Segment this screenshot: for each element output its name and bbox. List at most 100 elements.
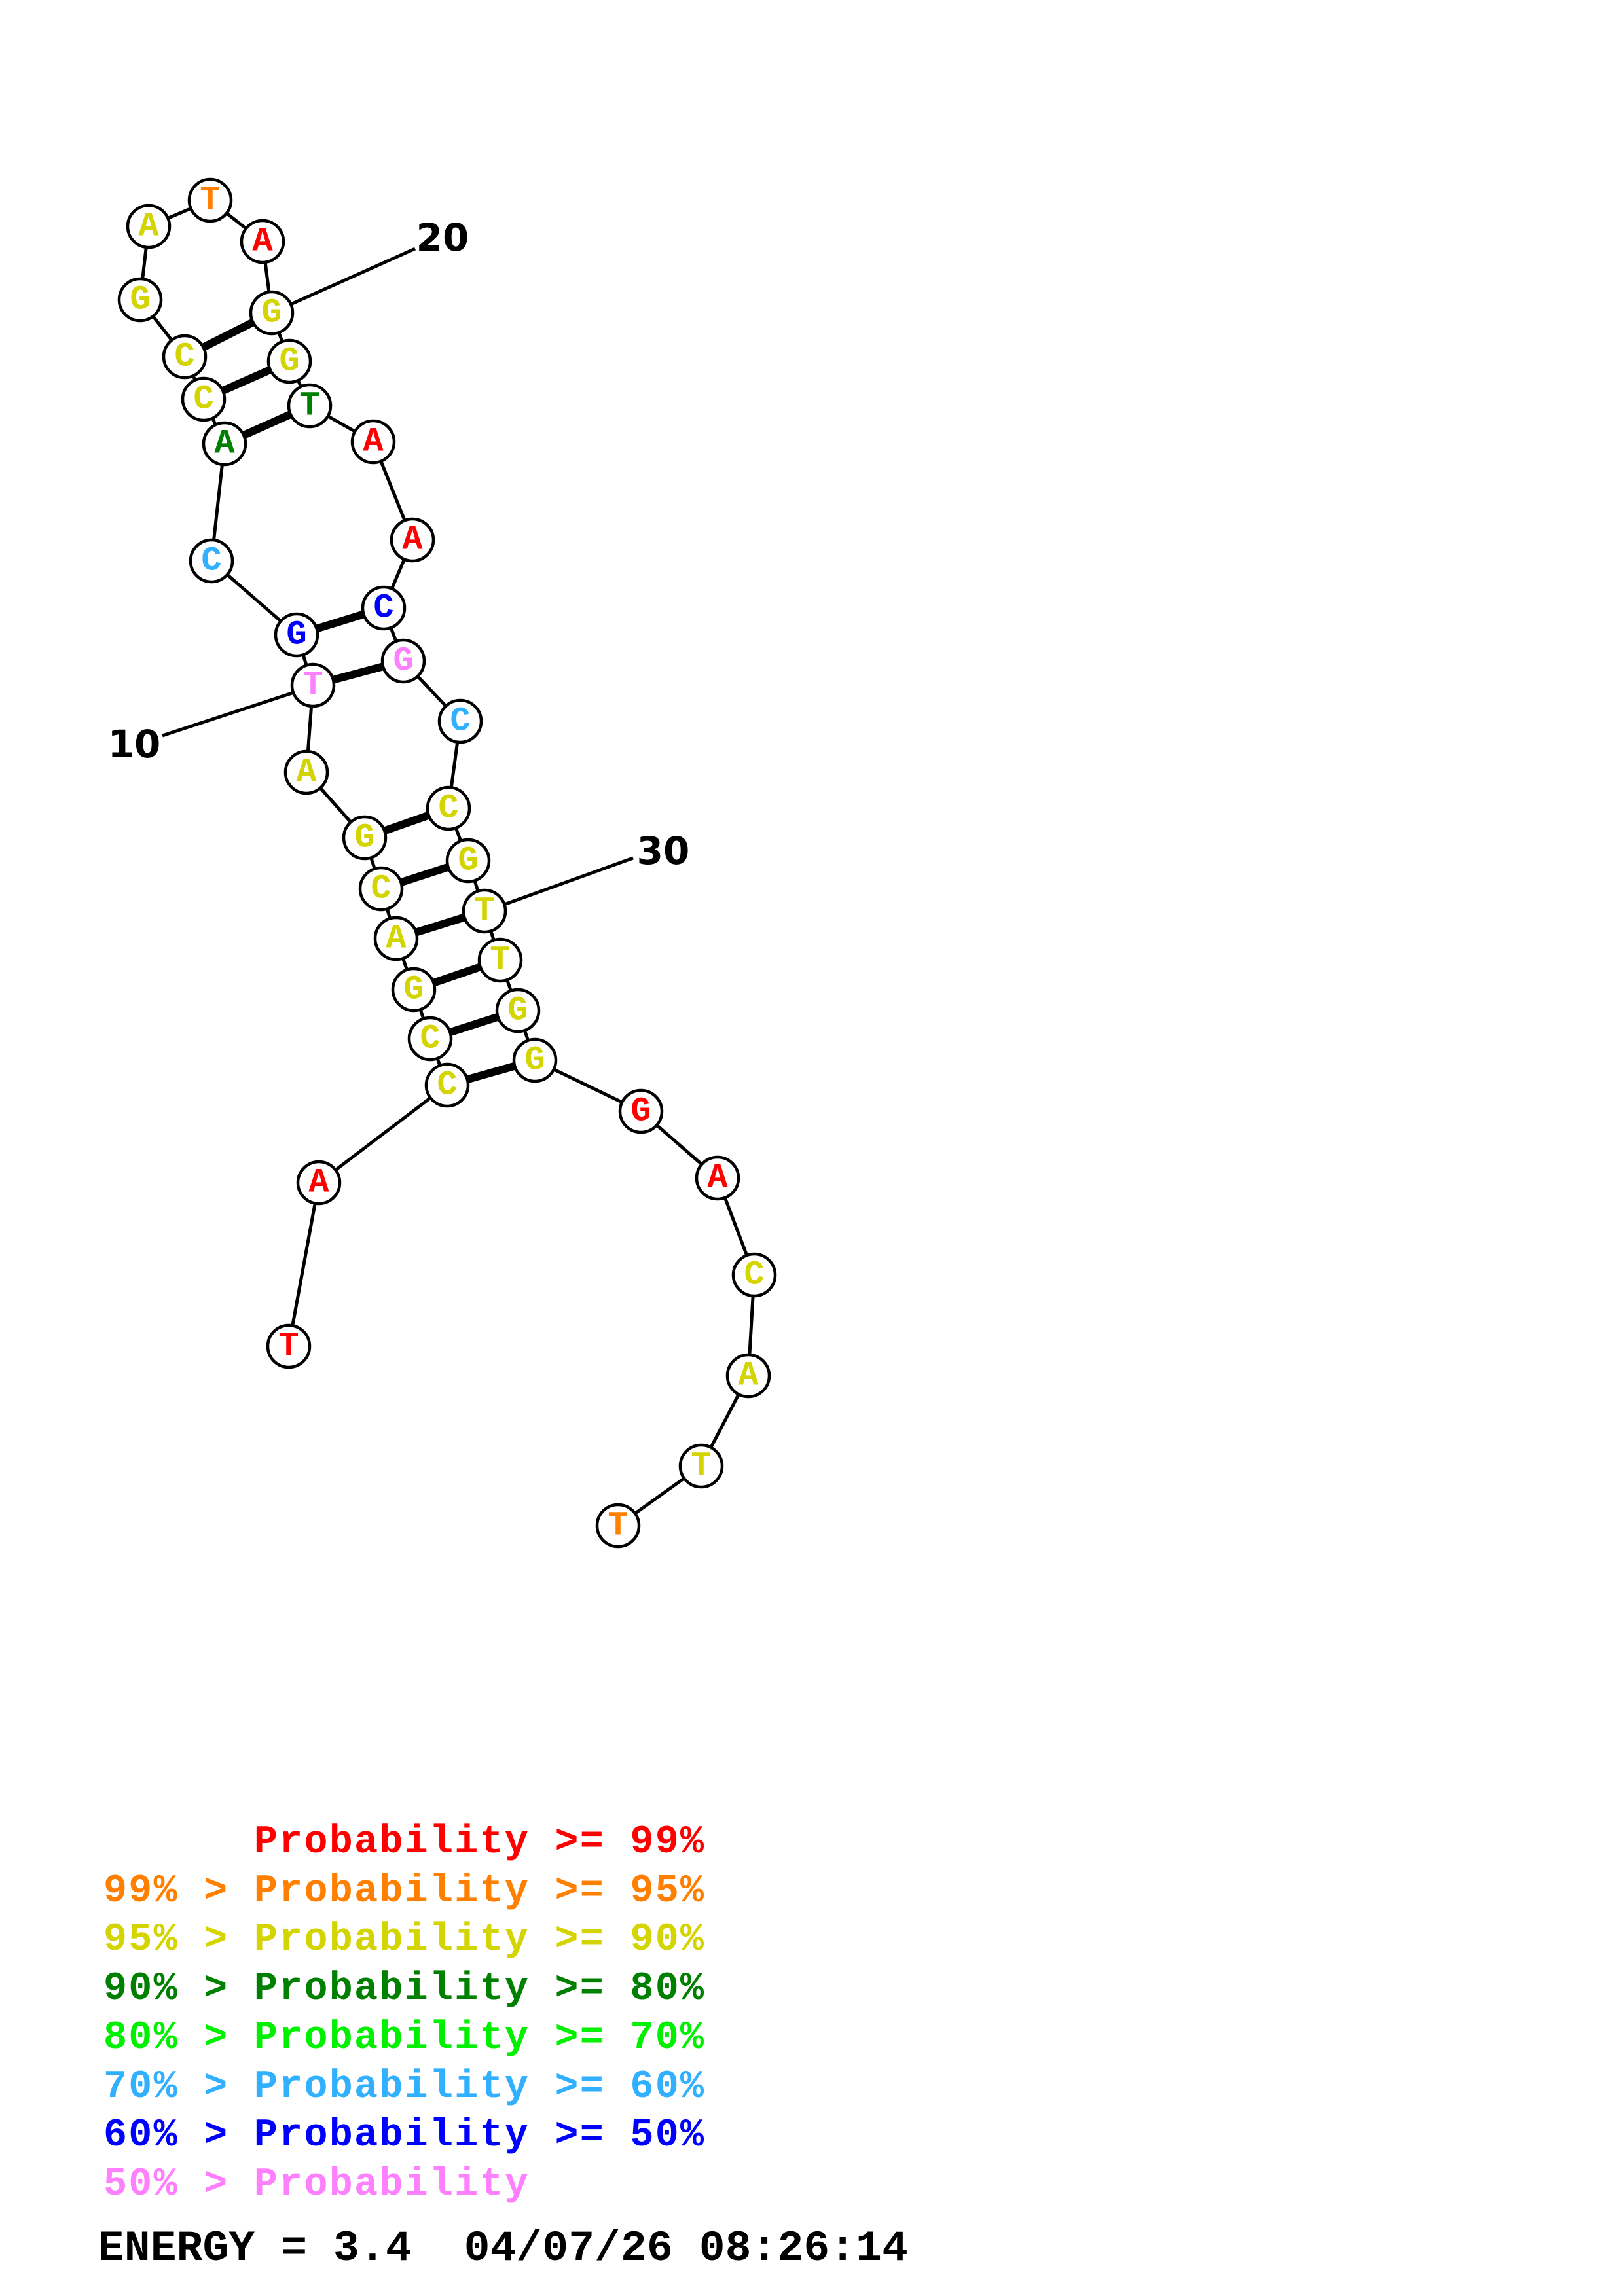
nucleotide-base-letter: C — [373, 589, 393, 628]
nucleotide-base-letter: G — [507, 992, 528, 1030]
nucleotide-circle — [495, 988, 541, 1033]
backbone-bond-1-2 — [287, 1182, 321, 1347]
legend-line-6: 70% > Probability >= 60% — [103, 2064, 706, 2109]
nucleotide-base-letter: C — [744, 1256, 764, 1295]
nucleotide-base-letter: T — [299, 387, 319, 425]
nucleotide-base-letter: G — [524, 1041, 545, 1080]
nucleotide-11-G: G — [274, 612, 319, 658]
nucleotide-circle — [380, 638, 426, 684]
position-label-10: 10 — [108, 722, 161, 766]
nucleotide-base-letter: A — [363, 423, 384, 461]
nucleotide-circle — [407, 1016, 453, 1062]
nucleotide-33-G: G — [512, 1037, 558, 1083]
nucleotide-base-letter: G — [403, 971, 424, 1009]
position-label-30: 30 — [637, 829, 690, 873]
legend-line-3: 95% > Probability >= 90% — [103, 1918, 706, 1963]
nucleotide-17-A: A — [126, 204, 172, 249]
nucleotide-circle — [595, 1503, 641, 1549]
nucleotide-circle — [695, 1155, 740, 1201]
nucleotide-base-letter: T — [691, 1447, 711, 1486]
legend-line-1: Probability >= 99% — [103, 1820, 706, 1865]
nucleotide-base-letter: A — [308, 1164, 329, 1202]
nucleotide-circle — [187, 177, 233, 223]
nucleotide-circle — [181, 376, 227, 422]
nucleotide-20-G: G — [249, 290, 295, 336]
nucleotide-circle — [249, 290, 295, 336]
nucleotide-circle — [731, 1252, 777, 1298]
energy-timestamp-text: ENERGY = 3.4 04/07/26 08:26:14 — [98, 2224, 909, 2273]
nucleotide-base-letter: G — [261, 294, 282, 332]
nucleotide-base-letter: G — [630, 1092, 651, 1131]
nucleotide-13-A: A — [202, 421, 247, 467]
nucleotide-circle — [361, 585, 407, 631]
nucleotide-base-letter: A — [402, 521, 423, 560]
nucleotide-base-letter: C — [438, 789, 458, 828]
nucleotide-base-letter: A — [707, 1159, 728, 1198]
nucleotide-25-C: C — [361, 585, 407, 631]
nucleotide-circle — [477, 937, 523, 983]
nucleotide-22-T: T — [287, 383, 333, 429]
probability-legend: Probability >= 99% 99% > Probability >= 9… — [103, 1818, 705, 2210]
nucleotide-circle — [390, 517, 435, 563]
nucleotide-19-A: A — [240, 219, 285, 264]
nucleotide-2-A: A — [296, 1160, 342, 1206]
nucleotide-23-A: A — [350, 419, 396, 465]
nucleotide-base-letter: G — [286, 616, 306, 655]
nucleotide-base-letter: G — [458, 842, 478, 880]
nucleotide-36-C: C — [731, 1252, 777, 1298]
nucleotide-12-C: C — [189, 538, 234, 584]
nucleotide-base-letter: T — [200, 181, 220, 220]
nucleotide-24-A: A — [390, 517, 435, 563]
nucleotide-circle — [462, 888, 507, 934]
nucleotide-base-letter: C — [371, 870, 391, 908]
nucleotide-18-T: T — [187, 177, 233, 223]
label-leader-line-20 — [289, 247, 416, 306]
nucleotide-31-T: T — [477, 937, 523, 983]
nucleotide-3-C: C — [424, 1062, 470, 1108]
legend-line-8: 50% > Probability — [103, 2162, 530, 2207]
nucleotide-base-letter: A — [296, 753, 317, 792]
nucleotide-39-T: T — [595, 1503, 641, 1549]
nucleotide-1-T: T — [266, 1323, 312, 1369]
nucleotide-32-G: G — [495, 988, 541, 1033]
nucleotide-base-letter: C — [193, 380, 213, 419]
nucleotide-base-letter: A — [738, 1357, 759, 1395]
nucleotide-base-letter: C — [201, 542, 221, 581]
nucleotide-5-G: G — [391, 967, 437, 1013]
nucleotide-10-T: T — [290, 662, 336, 708]
nucleotide-base-letter: T — [474, 892, 494, 931]
nucleotide-base-letter: A — [214, 425, 235, 463]
nucleotide-circle — [266, 338, 312, 384]
legend-line-5: 80% > Probability >= 70% — [103, 2015, 706, 2060]
nucleotide-38-T: T — [678, 1443, 724, 1489]
nucleotide-8-G: G — [342, 815, 388, 861]
nucleotide-15-C: C — [162, 334, 208, 380]
nucleotide-34-G: G — [618, 1088, 664, 1134]
nucleotide-7-C: C — [358, 866, 404, 912]
nucleotide-21-G: G — [266, 338, 312, 384]
nucleotide-37-A: A — [725, 1353, 771, 1399]
nucleotide-4-C: C — [407, 1016, 453, 1062]
nucleotide-circle — [162, 334, 208, 380]
nucleotide-28-C: C — [426, 785, 471, 831]
nucleotide-circle — [725, 1353, 771, 1399]
nucleotide-base-letter: C — [437, 1066, 457, 1105]
nucleotide-circle — [618, 1088, 664, 1134]
legend-line-4: 90% > Probability >= 80% — [103, 1967, 706, 2012]
nucleotide-29-G: G — [445, 838, 491, 884]
nucleotide-base-letter: T — [302, 666, 323, 705]
nucleotide-circle — [266, 1323, 312, 1369]
nucleotide-base-letter: C — [450, 702, 470, 741]
nucleotide-circle — [296, 1160, 342, 1206]
nucleotide-circle — [358, 866, 404, 912]
nucleotide-9-A: A — [283, 749, 329, 795]
nucleotide-circle — [437, 698, 483, 744]
nucleotide-base-letter: A — [138, 207, 159, 246]
nucleotide-circle — [373, 916, 419, 961]
nucleotide-14-C: C — [181, 376, 227, 422]
nucleotide-circle — [283, 749, 329, 795]
nucleotide-circle — [126, 204, 172, 249]
nucleotide-circle — [202, 421, 247, 467]
nucleotide-base-letter: C — [420, 1020, 440, 1058]
